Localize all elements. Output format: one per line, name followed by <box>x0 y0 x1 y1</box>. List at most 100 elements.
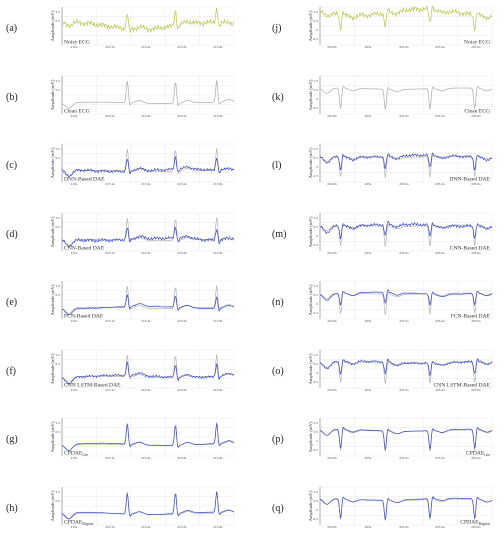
y-tick-label: 0.5 <box>314 19 319 23</box>
panel-label: Noisy ECG <box>64 40 90 46</box>
denoised-ecg-line <box>61 155 235 178</box>
x-tick-label: 215.8s <box>213 45 223 49</box>
noisy-ecg-line <box>319 5 493 31</box>
y-tick-label: 1.0 <box>314 353 319 357</box>
x-tick-label: 215.2s <box>105 182 115 186</box>
x-tick-label: 205.6s <box>471 251 481 255</box>
x-tick-label: 215.6s <box>177 456 187 460</box>
y-tick-label: 0 <box>316 28 318 32</box>
panel-letter: (c) <box>6 160 18 171</box>
panel-letter: (e) <box>6 297 18 308</box>
panel-label: CPDAELite <box>64 451 89 457</box>
x-tick-label: 215.8s <box>213 456 223 460</box>
x-tick-label: 215.8s <box>213 388 223 392</box>
denoised-ecg-line <box>319 495 493 520</box>
y-tick-label: 0.5 <box>314 362 319 366</box>
panel-letter: (k) <box>272 91 284 103</box>
panel-label: CNN-Based DAE <box>450 245 491 251</box>
panel-letter: (m) <box>272 228 287 240</box>
panel-letter: (p) <box>272 434 284 445</box>
gridlines <box>61 417 235 457</box>
y-tick-label: 1.0 <box>56 353 61 357</box>
denoised-ecg-line <box>61 490 235 519</box>
y-tick-label: 0 <box>316 234 318 238</box>
panel-label: FCN-Based DAE <box>451 314 491 320</box>
y-axis-label: Amplitude (mV) <box>50 421 55 452</box>
y-tick-label: -0.5 <box>313 106 319 110</box>
x-tick-label: 204.8s <box>327 525 337 529</box>
y-tick-label: 1.0 <box>314 79 319 83</box>
x-tick-label: 205s <box>365 319 372 323</box>
y-axis-label: Amplitude (mV) <box>308 490 313 521</box>
panel-label: DNN-Based DAE <box>64 177 105 183</box>
x-tick-label: 205s <box>365 388 372 392</box>
x-tick-label: 215.4s <box>141 525 151 529</box>
panel-p: (p) Amplitude (mV) 1.0 0.5 0 -0.5 204.8s 205s 20… <box>258 415 503 467</box>
y-tick-label: -0.5 <box>313 517 319 521</box>
y-tick-label: 1.0 <box>314 147 319 151</box>
x-tick-label: 215s <box>71 114 78 118</box>
panel-plot: Amplitude (mV) 1.0 0.5 215s 215.2s 215.4s 215.… <box>50 212 235 255</box>
panel-label: Clean ECG <box>464 108 490 114</box>
y-axis-label: Amplitude (mV) <box>308 421 313 452</box>
x-tick-label: 205s <box>365 456 372 460</box>
y-tick-label: 1.0 <box>56 490 61 494</box>
panel-plot: Amplitude (mV) 1.0 0.5 0 -0.5 204.8s 205s 205.2… <box>308 349 493 392</box>
y-tick-label: 1.0 <box>56 216 61 220</box>
x-tick-label: 205.4s <box>435 251 445 255</box>
x-tick-label: 205s <box>365 525 372 529</box>
x-tick-label: 205.2s <box>399 525 409 529</box>
gridlines <box>61 280 235 320</box>
panel-plot: Amplitude (mV) 1.0 0.5 215s 215.2s 215.4s 215.… <box>50 143 235 186</box>
x-tick-label: 205.6s <box>471 45 481 49</box>
panel-label: Noisy ECG <box>464 40 490 46</box>
x-tick-label: 215.4s <box>141 319 151 323</box>
y-tick-label: 1.0 <box>314 421 319 425</box>
x-tick-label: 215s <box>71 251 78 255</box>
y-tick-label: 0.5 <box>314 225 319 229</box>
panel-label: CPDAERegular <box>460 519 491 525</box>
x-tick-label: 215s <box>71 388 78 392</box>
panel-letter: (a) <box>6 23 18 34</box>
panel-d: (d) Amplitude (mV) 1.0 0.5 215s 215.2s 215.4s 2… <box>0 210 245 262</box>
x-tick-label: 215.4s <box>141 182 151 186</box>
x-tick-label: 215.4s <box>141 45 151 49</box>
x-tick-label: 215s <box>71 525 78 529</box>
y-tick-label: 0 <box>316 439 318 443</box>
panel-h: (h) Amplitude (mV) 1.0 0.5 215s 215.2s 215.4s 2… <box>0 484 245 536</box>
panel-label: CNN-Based DAE <box>64 245 105 251</box>
denoised-ecg-line <box>61 225 235 248</box>
panel-o: (o) Amplitude (mV) 1.0 0.5 0 -0.5 204.8s 205s 20… <box>258 347 503 399</box>
x-tick-label: 215.4s <box>141 114 151 118</box>
y-tick-label: -0.5 <box>313 37 319 41</box>
x-tick-label: 215.4s <box>141 388 151 392</box>
y-tick-label: 0 <box>316 302 318 306</box>
x-tick-label: 215.6s <box>177 388 187 392</box>
reference-clean-line <box>61 353 235 382</box>
y-tick-label: -0.5 <box>313 174 319 178</box>
panel-letter: (l) <box>272 160 282 171</box>
y-tick-label: 1.0 <box>314 490 319 494</box>
y-axis-label: Amplitude (mV) <box>50 216 55 247</box>
panel-letter: (f) <box>6 365 16 377</box>
panel-label: CNN LSTM-Based DAE <box>433 382 490 388</box>
panel-plot: Amplitude (mV) 1.0 0.5 0 -0.5 204.8s 205s 205.2… <box>308 5 493 49</box>
gridlines <box>319 349 493 388</box>
x-tick-label: 205.6s <box>471 182 481 186</box>
x-tick-label: 215.8s <box>213 182 223 186</box>
y-tick-label: 0.5 <box>56 362 61 366</box>
denoised-ecg-line <box>319 357 493 376</box>
y-axis-label: Amplitude (mV) <box>308 353 313 384</box>
y-tick-label: 0.5 <box>56 225 61 229</box>
x-tick-label: 205s <box>365 182 372 186</box>
x-tick-label: 204.8s <box>327 114 337 118</box>
y-tick-label: 1.0 <box>56 284 61 288</box>
x-tick-label: 204.8s <box>327 251 337 255</box>
panel-label: DNN-Based DAE <box>449 177 490 183</box>
y-tick-label: -0.5 <box>313 448 319 452</box>
y-tick-label: 0.5 <box>56 19 61 23</box>
denoised-ecg-line <box>319 152 493 171</box>
x-tick-label: 215.2s <box>105 319 115 323</box>
y-tick-label: -0.5 <box>313 243 319 247</box>
x-tick-label: 205.2s <box>399 114 409 118</box>
